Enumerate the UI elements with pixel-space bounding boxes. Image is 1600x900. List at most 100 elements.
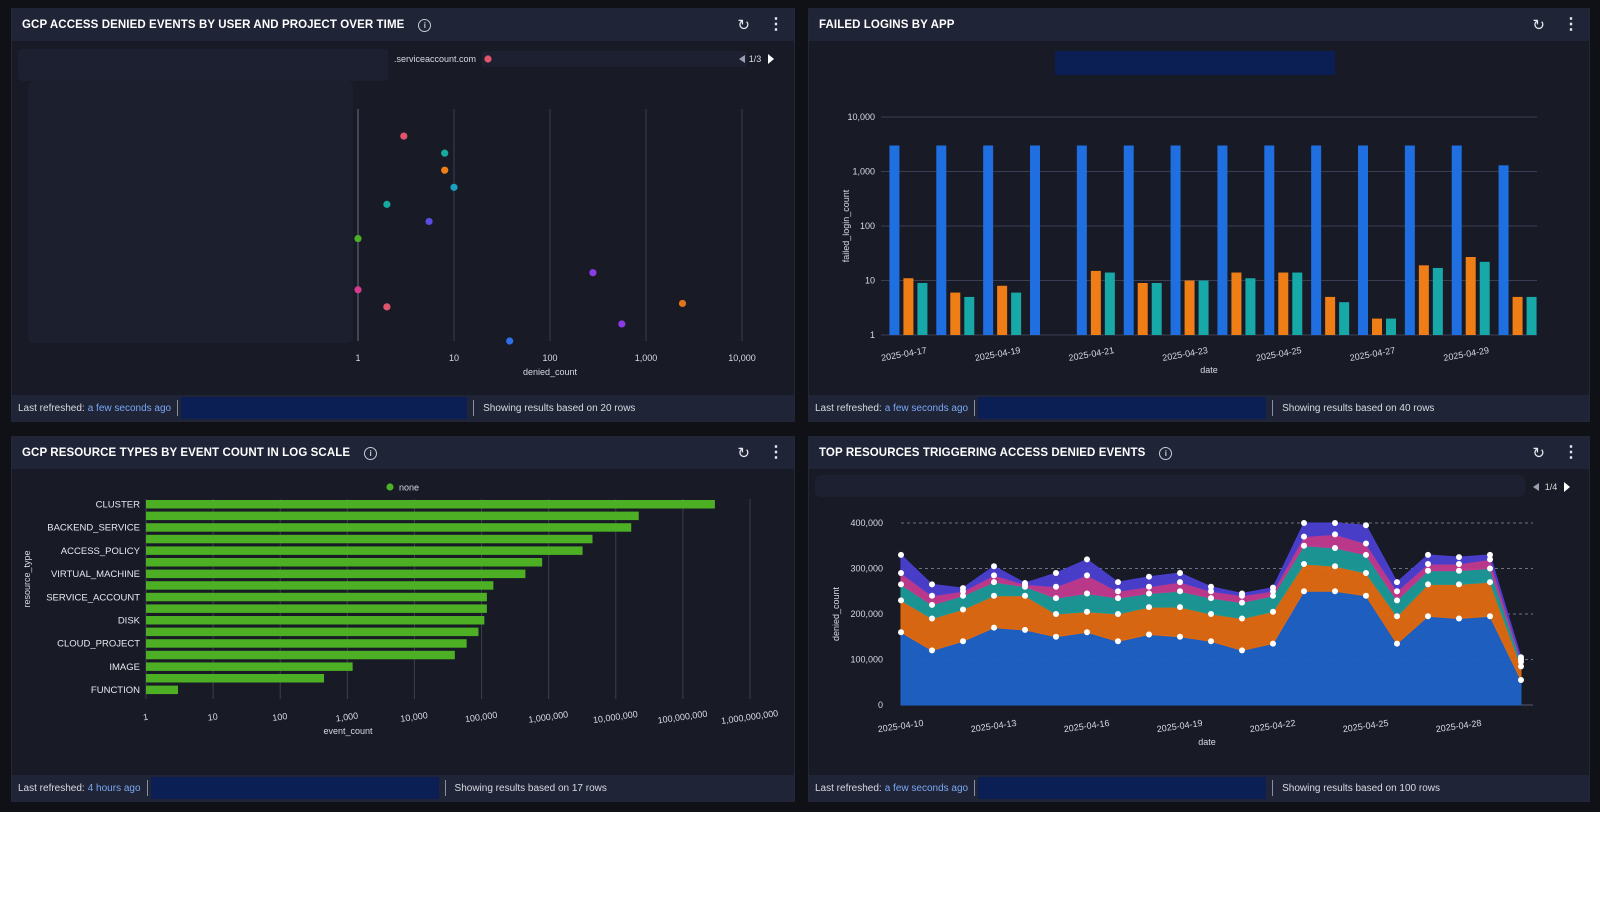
last-refreshed-label: Last refreshed: <box>18 402 85 414</box>
data-point <box>991 592 997 599</box>
bar <box>146 500 715 509</box>
refresh-icon[interactable]: ↻ <box>1532 16 1545 34</box>
scatter-point <box>400 132 408 140</box>
data-point <box>1053 611 1059 617</box>
bar <box>146 534 593 544</box>
more-options-icon[interactable]: ⋮ <box>768 16 784 33</box>
data-point <box>1115 579 1121 586</box>
data-point <box>929 601 935 608</box>
bar <box>1011 292 1022 335</box>
pager-next-icon[interactable] <box>1564 482 1570 492</box>
pager-prev-icon[interactable] <box>739 55 745 63</box>
more-options-icon[interactable]: ⋮ <box>1563 444 1579 461</box>
x-tick-label: 2025-04-21 <box>1068 345 1115 363</box>
panel-footer: Last refreshed: a few seconds ago Showin… <box>12 395 794 421</box>
data-point <box>1425 613 1431 620</box>
data-point <box>1146 631 1152 638</box>
data-point <box>1177 570 1183 577</box>
y-tick-label: ACCESS_POLICY <box>61 546 141 557</box>
refresh-icon[interactable]: ↻ <box>737 16 750 34</box>
data-point <box>1456 554 1462 561</box>
data-point <box>1084 556 1090 563</box>
panel-top-resources: TOP RESOURCES TRIGGERING ACCESS DENIED E… <box>808 436 1590 802</box>
bar <box>1386 318 1396 335</box>
legend-item-label: .serviceaccount.com <box>394 54 476 64</box>
data-point <box>1208 588 1214 595</box>
legend-redacted-area <box>815 475 1525 497</box>
legend-label: none <box>399 483 419 493</box>
rows-count-text: Showing results based on 40 rows <box>1282 402 1435 414</box>
bar <box>1498 165 1509 335</box>
data-point <box>991 624 997 631</box>
last-refreshed-link[interactable]: 4 hours ago <box>87 782 141 794</box>
scatter-point <box>678 299 687 308</box>
data-point <box>1363 592 1369 599</box>
bar <box>146 604 487 613</box>
pager-next-icon[interactable] <box>768 54 774 64</box>
data-point <box>1487 565 1493 572</box>
y-tick-label: 0 <box>878 700 883 710</box>
bar <box>1184 280 1195 335</box>
last-refreshed-link[interactable]: a few seconds ago <box>87 402 172 414</box>
data-point <box>929 615 935 622</box>
more-options-icon[interactable]: ⋮ <box>768 444 784 461</box>
bar <box>1358 145 1368 335</box>
bar <box>1512 296 1523 335</box>
y-tick-label: 1 <box>870 330 875 340</box>
x-tick-label: 1,000,000 <box>528 709 569 724</box>
pager-prev-icon[interactable] <box>1533 483 1539 491</box>
bar <box>1451 145 1462 335</box>
data-point <box>1394 613 1400 620</box>
data-point <box>1518 663 1524 670</box>
data-point <box>1239 615 1245 622</box>
bar <box>1104 272 1115 335</box>
bar <box>146 592 487 602</box>
bar <box>1198 280 1209 335</box>
refresh-icon[interactable]: ↻ <box>737 444 750 462</box>
data-point <box>1332 520 1338 526</box>
data-point <box>1239 647 1245 654</box>
data-point <box>1363 540 1369 547</box>
bar <box>1245 278 1256 335</box>
data-point <box>1332 563 1338 570</box>
data-point <box>1239 590 1245 597</box>
scatter-point <box>383 303 391 311</box>
x-axis-label: event_count <box>323 726 373 736</box>
data-point <box>1053 633 1059 640</box>
data-point <box>1053 595 1059 602</box>
bar <box>1030 145 1040 335</box>
data-point <box>1363 551 1369 558</box>
refresh-icon[interactable]: ↻ <box>1532 444 1545 462</box>
bar <box>1311 145 1322 335</box>
data-point <box>1270 608 1276 615</box>
data-point <box>1084 608 1090 615</box>
x-tick-label: 10 <box>449 353 459 363</box>
data-point <box>1177 588 1183 595</box>
x-tick-label: 100,000 <box>464 710 498 724</box>
last-refreshed-link[interactable]: a few seconds ago <box>884 402 969 414</box>
x-tick-label: 2025-04-13 <box>970 718 1017 734</box>
bar <box>889 145 900 335</box>
bar <box>1432 267 1443 335</box>
y-tick-label: DISK <box>118 616 141 627</box>
y-tick-label: 100,000 <box>850 655 883 665</box>
data-point <box>1053 570 1059 577</box>
legend-pager-text: 1/3 <box>749 54 762 64</box>
info-icon[interactable]: i <box>1159 446 1173 460</box>
data-point <box>1425 560 1431 567</box>
last-refreshed-link[interactable]: a few seconds ago <box>884 782 969 794</box>
x-tick-label: 10,000,000 <box>592 709 638 725</box>
bar <box>1325 296 1336 335</box>
data-point <box>1084 572 1090 579</box>
bar <box>1264 145 1275 335</box>
scatter-point <box>441 149 449 157</box>
info-icon[interactable]: i <box>364 446 378 460</box>
bar <box>950 292 961 335</box>
x-tick-label: 10,000 <box>728 353 756 363</box>
horizontal-bar-chart: none 1 10 100 1,000 10,000 100,000 1,000,000 10,… <box>22 483 779 737</box>
more-options-icon[interactable]: ⋮ <box>1563 16 1579 33</box>
y-tick-label: 200,000 <box>850 609 883 619</box>
bar <box>146 650 455 660</box>
info-icon[interactable]: i <box>418 18 432 32</box>
x-tick-label: 1,000,000,000 <box>720 708 778 726</box>
